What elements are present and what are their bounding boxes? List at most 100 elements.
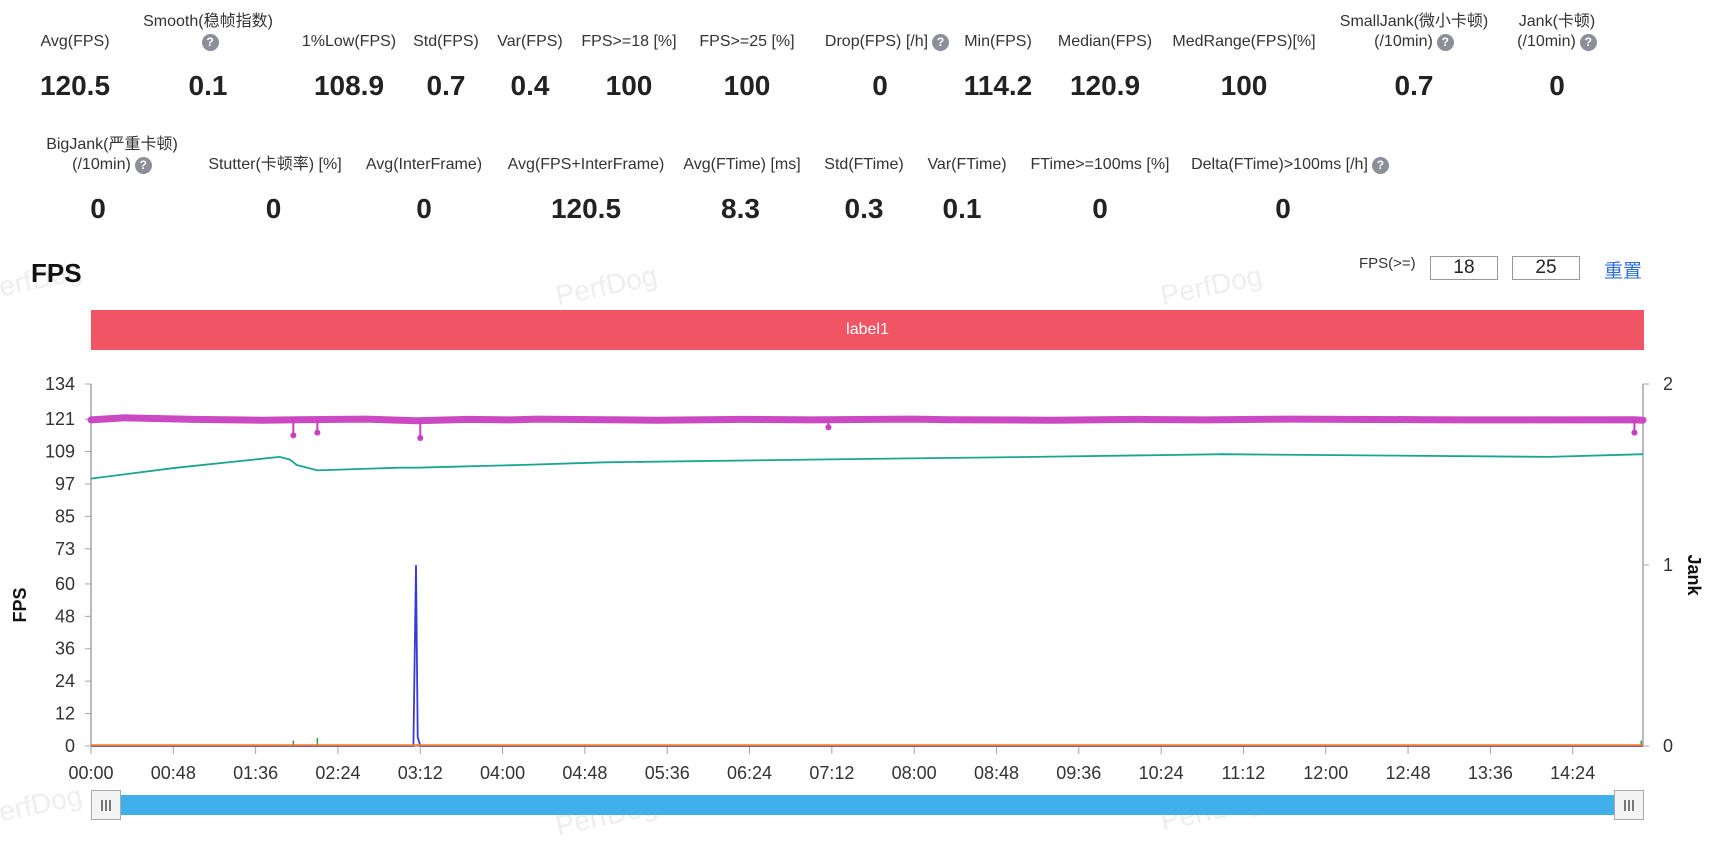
y2-tick-label: 1 [1663,555,1673,575]
series-fps-dip-point [1631,429,1638,436]
section-title: FPS [31,258,82,288]
stat-delta-ftime: Delta(FTime)>100ms [/h]? 0 [1185,131,1395,225]
series-line [90,453,1644,480]
y2-tick-label: 2 [1663,374,1673,394]
stat-label: Std(FPS) [413,33,479,50]
stat-label: Stutter(卡顿率) [%] [208,156,342,173]
stat-label: Median(FPS) [1057,33,1153,50]
stat-value: 0.1 [942,193,982,224]
grip-icon [1624,800,1634,811]
stat-ftime-100ms: FTime>=100ms [%] 0 [1018,131,1182,225]
threshold-input-1[interactable] [1430,256,1498,280]
stat-value: 0 [416,193,432,224]
x-tick-label: 04:00 [480,763,525,783]
x-tick-label: 02:24 [315,763,360,783]
stat-fps-18: FPS>=18 [%] 100 [554,8,704,102]
stat-value: 100 [1220,70,1268,101]
stat-fps-25: FPS>=25 [%] 100 [672,8,822,102]
stat-value: 108.9 [313,70,385,101]
help-icon[interactable]: ? [1579,34,1597,51]
y-tick-label: 36 [55,639,75,659]
x-tick-label: 00:48 [151,763,196,783]
x-tick-label: 12:48 [1386,763,1431,783]
range-slider-left-handle[interactable] [91,790,121,820]
help-icon[interactable]: ? [134,157,152,174]
help-icon[interactable]: ? [1436,34,1454,51]
stat-label: SmallJank(微小卡顿) [1339,13,1489,30]
series-fps-line [87,414,1647,425]
help-icon[interactable]: ? [1371,157,1389,174]
reset-link[interactable]: 重置 [1604,261,1643,282]
y-tick-label: 85 [55,506,75,526]
stat-label: Delta(FTime)>100ms [/h] [1191,156,1368,173]
stat-value: 0.7 [1394,70,1434,101]
x-tick-label: 07:12 [809,763,854,783]
range-slider-right-handle[interactable] [1614,790,1644,820]
x-tick-label: 14:24 [1550,763,1595,783]
y-tick-label: 134 [45,374,75,394]
y-tick-label: 24 [55,671,75,691]
stat-big-jank: BigJank(严重卡顿) (/10min)? 0 [27,131,197,225]
range-slider-track[interactable] [93,795,1642,815]
y-tick-label: 97 [55,474,75,494]
stat-label: FPS>=25 [%] [699,33,795,50]
stat-medrange-fps: MedRange(FPS)[%] 100 [1164,8,1324,102]
stats-row-2: BigJank(严重卡顿) (/10min)? 0 Stutter(卡顿率) [%]… [0,131,1711,241]
x-tick-label: 00:00 [68,763,113,783]
x-tick-label: 03:12 [398,763,443,783]
stat-1pct-low: 1%Low(FPS) 108.9 [274,8,424,102]
stat-small-jank: SmallJank(微小卡顿) (/10min)? 0.7 [1322,8,1506,102]
threshold-input-2[interactable] [1512,256,1580,280]
x-tick-label: 09:36 [1056,763,1101,783]
stat-label: Std(FTime) [824,156,904,173]
stat-label: Min(FPS) [964,33,1032,50]
y-tick-label: 60 [55,574,75,594]
stat-label: Avg(InterFrame) [365,156,483,173]
stat-label: Var(FPS) [497,33,563,50]
stat-value: 100 [723,70,771,101]
stat-value: 0.1 [188,70,228,101]
grip-icon-center [105,800,107,811]
stat-label: BigJank(严重卡顿) [46,136,178,153]
x-tick-label: 08:48 [974,763,1019,783]
y-tick-label: 73 [55,539,75,559]
stat-jank: Jank(卡顿) (/10min)? 0 [1497,8,1617,102]
stat-label: Avg(FTime) [ms] [683,156,801,173]
stat-value: 0.7 [426,70,466,101]
stat-value: 120.9 [1069,70,1141,101]
stat-drop-fps: Drop(FPS) [/h]? 0 [802,8,972,102]
stat-label: Var(FTime) [927,156,1007,173]
stat-value: 0 [1092,193,1108,224]
x-tick-label: 06:24 [727,763,772,783]
x-tick-label: 08:00 [892,763,937,783]
series-line [91,564,1643,747]
help-icon[interactable]: ? [932,34,950,51]
stat-std-ftime: Std(FTime) 0.3 [809,131,919,225]
stat-label: Drop(FPS) [/h] [824,33,929,50]
stat-label: Avg(FPS) [40,33,110,50]
stat-avg-fps: Avg(FPS) 120.5 [0,8,150,102]
x-tick-label: 01:36 [233,763,278,783]
x-tick-label: 13:36 [1468,763,1513,783]
stat-var-ftime: Var(FTime) 0.1 [912,131,1022,225]
y-tick-label: 0 [65,736,75,756]
stat-value: 0 [1549,70,1565,101]
stat-label-unit: (/10min) [1517,33,1576,50]
stat-std-fps: Std(FPS) 0.7 [371,8,521,102]
y-tick-label: 121 [45,409,75,429]
stat-var-fps: Var(FPS) 0.4 [455,8,605,102]
help-icon[interactable]: ? [201,34,219,51]
stat-value: 0 [90,193,106,224]
stat-label: Avg(FPS+InterFrame) [507,156,665,173]
stat-label: Jank(卡顿) [1518,13,1596,30]
stat-label: FPS>=18 [%] [581,33,677,50]
x-tick-label: 11:12 [1222,763,1266,783]
stat-label-unit: (/10min) [72,156,131,173]
stats-row-1: Avg(FPS) 120.5 Smooth(稳帧指数)? 0.1 1%Low(FPS… [0,8,1711,118]
stat-median-fps: Median(FPS) 120.9 [1030,8,1180,102]
label-bar[interactable]: label1 [91,310,1644,350]
stat-value: 120.5 [39,70,111,101]
stat-label: 1%Low(FPS) [301,33,397,50]
stat-avg-ftime: Avg(FTime) [ms] 8.3 [672,131,812,225]
